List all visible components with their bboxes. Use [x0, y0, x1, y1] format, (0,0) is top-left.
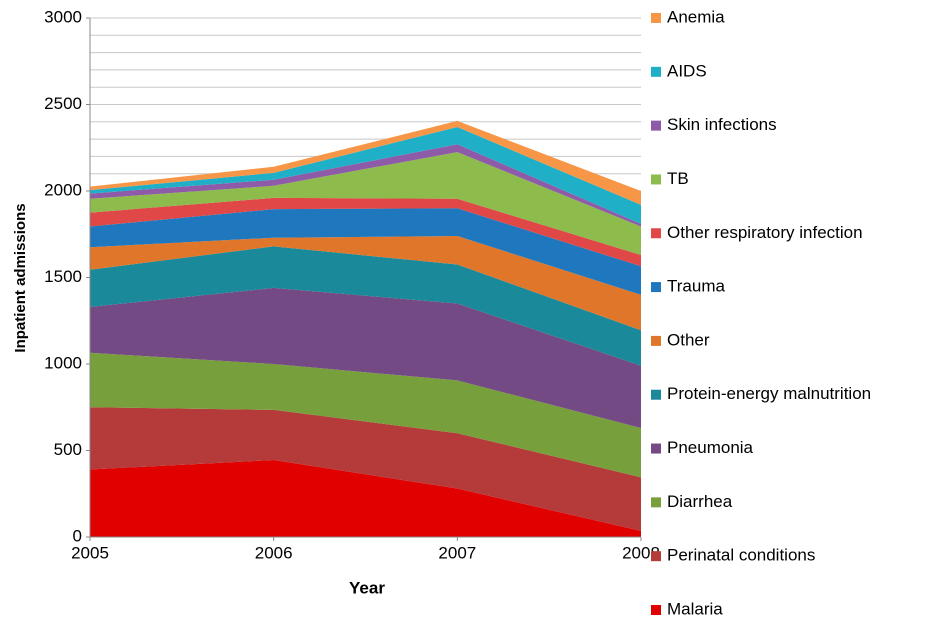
legend-swatch	[651, 13, 661, 23]
area	[90, 407, 641, 531]
y-tick-label: 1000	[44, 353, 82, 372]
x-tick-label: 2006	[255, 543, 293, 562]
x-tick-label: 2007	[438, 543, 476, 562]
x-tick-label: 2005	[71, 543, 109, 562]
x-axis-label: Year	[349, 578, 385, 597]
area	[90, 197, 641, 267]
legend-label: TB	[667, 169, 689, 188]
legend-label: Other respiratory infection	[667, 223, 863, 242]
area	[90, 352, 641, 478]
legend-label: Pneumonia	[667, 438, 754, 457]
y-tick-label: 500	[54, 440, 82, 459]
legend-swatch	[651, 66, 661, 77]
legend-label: Anemia	[667, 7, 725, 26]
legend-label: Skin infections	[667, 115, 777, 134]
legend-label: Perinatal conditions	[667, 546, 815, 565]
legend-swatch	[651, 389, 661, 400]
y-tick-label: 2000	[44, 180, 82, 199]
area	[90, 144, 641, 227]
area	[90, 460, 641, 537]
legend-label: Other	[667, 330, 710, 349]
legend-swatch	[651, 605, 661, 615]
x-tick-label: 2008	[622, 543, 660, 562]
y-tick-label: 3000	[44, 7, 82, 26]
legend-swatch	[651, 551, 661, 562]
legend-swatch	[651, 228, 661, 239]
legend-swatch	[651, 443, 661, 454]
legend-swatch	[651, 282, 661, 293]
legend-swatch	[651, 335, 661, 346]
legend-label: Diarrhea	[667, 492, 733, 511]
legend-swatch	[651, 174, 661, 185]
area	[90, 152, 641, 256]
legend-swatch	[651, 497, 661, 508]
area	[90, 120, 641, 205]
y-tick-label: 1500	[44, 267, 82, 286]
y-axis-label: Inpatient admissions	[12, 203, 29, 352]
y-tick-label: 2500	[44, 94, 82, 113]
area	[90, 126, 641, 224]
legend-label: Trauma	[667, 277, 725, 296]
legend-label: Protein-energy malnutrition	[667, 384, 871, 403]
area	[90, 208, 641, 295]
area	[90, 287, 641, 429]
legend-label: Malaria	[667, 599, 723, 618]
legend-swatch	[651, 120, 661, 131]
legend-label: AIDS	[667, 61, 707, 80]
area	[90, 246, 641, 366]
area	[90, 235, 641, 331]
y-tick-label: 0	[73, 526, 82, 545]
